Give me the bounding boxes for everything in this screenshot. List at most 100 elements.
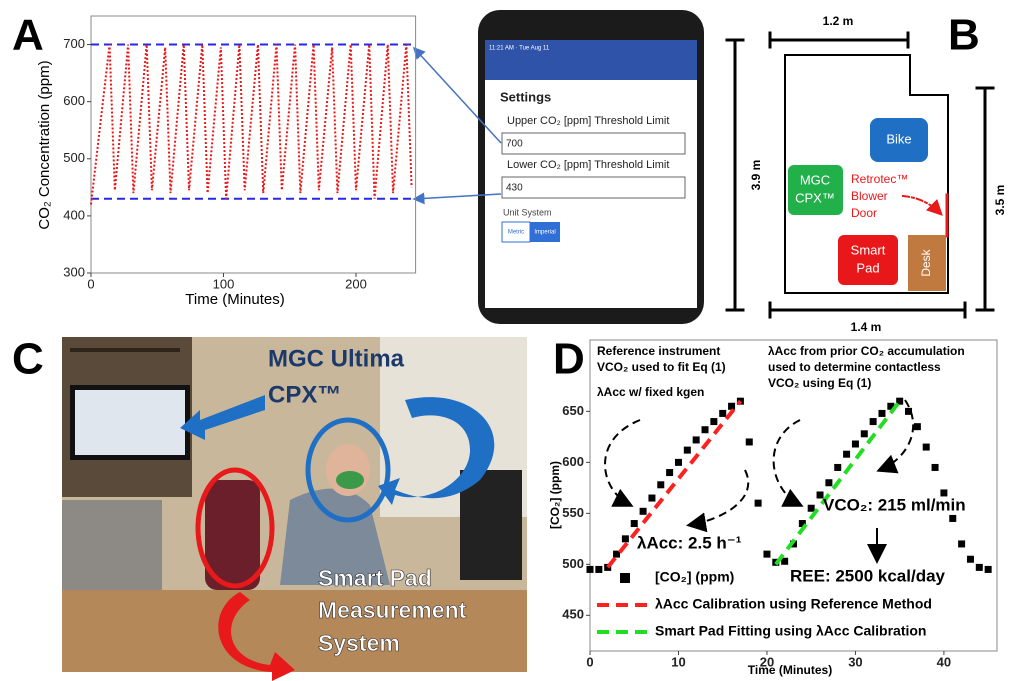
x-tick-label: 200 bbox=[345, 276, 367, 291]
monitor-screen bbox=[75, 390, 185, 455]
data-point bbox=[755, 500, 762, 507]
panel-label: D bbox=[553, 335, 585, 384]
smart-pad-label: Smart bbox=[851, 242, 886, 257]
dashed-arrow bbox=[690, 470, 748, 525]
fit-line bbox=[776, 401, 900, 564]
mgc-label: CPX™ bbox=[795, 190, 835, 205]
annotation: λAcc from prior CO₂ accumulation bbox=[768, 344, 965, 358]
annotation: λAcc w/ fixed kgen bbox=[597, 385, 704, 399]
status-bar: 11:21 AM · Tue Aug 11 bbox=[489, 46, 550, 52]
data-point bbox=[693, 436, 700, 443]
panel-label: C bbox=[12, 335, 44, 384]
blower-label: Blower bbox=[851, 189, 888, 203]
data-point bbox=[870, 418, 877, 425]
data-point bbox=[976, 564, 983, 571]
blower-arrow bbox=[903, 196, 940, 213]
data-point bbox=[958, 540, 965, 547]
data-point bbox=[622, 535, 629, 542]
legend-marker bbox=[620, 573, 630, 583]
data-point bbox=[932, 464, 939, 471]
dimension-label: 3.9 m bbox=[749, 160, 763, 191]
data-point bbox=[905, 408, 912, 415]
input-value: 700 bbox=[506, 139, 523, 150]
dimension-line bbox=[727, 40, 743, 310]
plot-frame bbox=[91, 16, 416, 273]
data-point bbox=[808, 505, 815, 512]
x-tick-label: 0 bbox=[87, 276, 94, 291]
y-tick-label: 700 bbox=[63, 36, 85, 51]
x-tick-label: 40 bbox=[937, 654, 951, 669]
data-point bbox=[746, 438, 753, 445]
data-point bbox=[675, 459, 682, 466]
mask bbox=[336, 471, 364, 489]
annotation: λAcc: 2.5 h⁻¹ bbox=[637, 533, 742, 552]
data-point bbox=[763, 551, 770, 558]
data-point bbox=[834, 464, 841, 471]
data-point bbox=[595, 566, 602, 573]
x-tick-label: 10 bbox=[671, 654, 685, 669]
dashed-arrow bbox=[774, 420, 800, 505]
panel-label: B bbox=[948, 11, 980, 60]
annotation: used to determine contactless bbox=[768, 360, 941, 374]
photo-label: Smart Pad bbox=[318, 565, 432, 591]
input-box[interactable] bbox=[502, 177, 685, 198]
mgc-label: MGC bbox=[800, 172, 830, 187]
y-tick-label: 500 bbox=[562, 556, 584, 571]
unit-text: Imperial bbox=[534, 230, 555, 236]
y-tick-label: 650 bbox=[562, 403, 584, 418]
field-label: Unit System bbox=[503, 207, 552, 217]
x-axis-label: Time (Minutes) bbox=[748, 663, 832, 677]
dimension-line bbox=[977, 88, 993, 310]
phone-screen bbox=[485, 40, 697, 308]
annotation: VCO₂ used to fit Eq (1) bbox=[597, 360, 726, 374]
dimension-line bbox=[770, 303, 965, 317]
dimension-label: 3.5 m bbox=[993, 185, 1007, 216]
data-point bbox=[843, 451, 850, 458]
bike-label: Bike bbox=[886, 131, 911, 146]
data-point bbox=[914, 423, 921, 430]
photo: MGC Ultima CPX™ Smart Pad Measurement Sy… bbox=[62, 337, 527, 681]
dimension-line bbox=[770, 33, 908, 47]
x-tick-label: 100 bbox=[213, 276, 235, 291]
x-axis-label: Time (Minutes) bbox=[185, 291, 284, 308]
data-point bbox=[666, 469, 673, 476]
blower-label: Retrotec™ bbox=[851, 172, 908, 186]
phone: 11:21 AM · Tue Aug 11 Settings Upper CO₂… bbox=[478, 10, 704, 324]
y-tick-label: 600 bbox=[562, 454, 584, 469]
legend-label: [CO₂] (ppm) bbox=[655, 569, 734, 585]
figure: A B C D 11:21 AM · Tue Aug 11 Settings U… bbox=[0, 0, 1014, 681]
y-tick-label: 550 bbox=[562, 505, 584, 520]
field-label: Upper CO₂ [ppm] Threshold Limit bbox=[507, 115, 669, 127]
data-point bbox=[852, 441, 859, 448]
data-point bbox=[631, 520, 638, 527]
input-box[interactable] bbox=[502, 133, 685, 154]
data-point bbox=[825, 479, 832, 486]
y-tick-label: 450 bbox=[562, 607, 584, 622]
x-tick-label: 0 bbox=[586, 654, 593, 669]
photo-label: CPX™ bbox=[268, 381, 341, 408]
data-point bbox=[719, 410, 726, 417]
photo-label: System bbox=[318, 630, 400, 656]
data-point bbox=[710, 418, 717, 425]
settings-title: Settings bbox=[500, 89, 551, 104]
photo-label: Measurement bbox=[318, 597, 467, 623]
data-point bbox=[684, 447, 691, 454]
y-tick-label: 500 bbox=[63, 150, 85, 165]
data-point bbox=[587, 566, 594, 573]
annotation: REE: 2500 kcal/day bbox=[790, 566, 946, 585]
floor-plan: 1.2 m 3.9 m 3.5 m 1.4 m Bike MGC CPX™ Re… bbox=[727, 14, 1007, 334]
dimension-label: 1.4 m bbox=[851, 320, 882, 334]
y-axis-label: CO₂ Concentration (ppm) bbox=[36, 60, 53, 229]
smart-pad-label: Pad bbox=[856, 260, 879, 275]
field-label: Lower CO₂ [ppm] Threshold Limit bbox=[507, 159, 669, 171]
y-tick-label: 300 bbox=[63, 264, 85, 279]
blower-label: Door bbox=[851, 206, 877, 220]
data-point bbox=[985, 566, 992, 573]
y-axis-label: [CO₂] (ppm) bbox=[548, 461, 562, 529]
y-tick-label: 600 bbox=[63, 93, 85, 108]
data-point bbox=[923, 444, 930, 451]
input-value: 430 bbox=[506, 183, 523, 194]
data-point bbox=[657, 481, 664, 488]
data-point bbox=[949, 515, 956, 522]
annotation: VCO₂ using Eq (1) bbox=[768, 376, 871, 390]
